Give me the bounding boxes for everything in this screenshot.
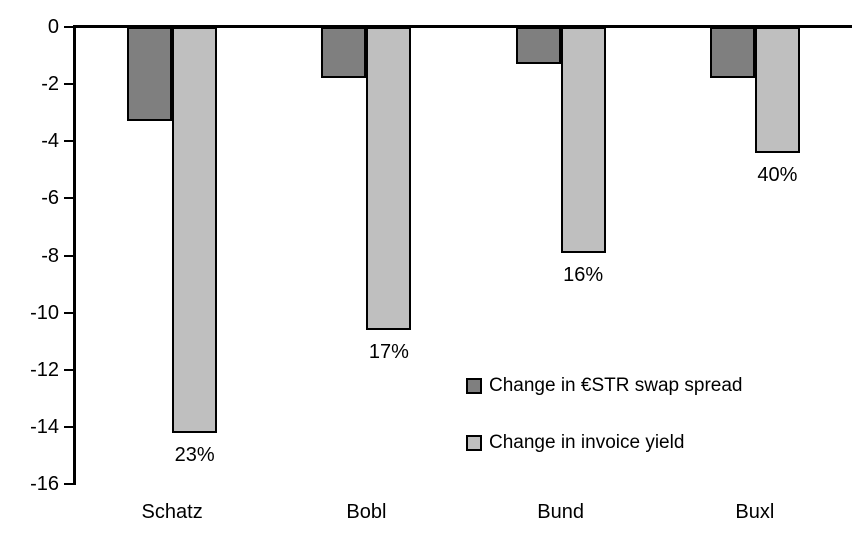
legend-swatch-swap-spread-icon [466,378,482,394]
y-axis-tick-mark [64,140,74,143]
y-axis-tick-mark [64,197,74,200]
y-axis-tick-label: -6 [41,187,59,210]
y-axis-tick-mark [64,26,74,28]
y-axis-tick-label: -8 [41,244,59,267]
bar-bund-series-1 [560,27,606,253]
y-axis-tick-label: -14 [30,415,59,438]
category-label-schatz: Schatz [141,501,203,523]
y-axis-tick-label: 0 [47,16,59,38]
y-axis-tick-label: -16 [30,473,59,495]
bar-buxl-series-1 [754,27,800,153]
bar-bobl-series-0 [321,27,367,79]
legend-label-swap-spread: Change in €STR swap spread [489,375,743,396]
x-axis-zero-line [73,25,852,28]
data-label-schatz: 23% [174,443,215,466]
y-axis-tick-mark [64,83,74,86]
y-axis-tick-label: -10 [30,301,59,324]
y-axis-tick-label: -2 [41,73,59,96]
y-axis-tick-mark [64,368,74,371]
category-label-bund: Bund [537,501,584,523]
legend-swatch-invoice-yield-icon [466,435,482,451]
category-label-buxl: Buxl [735,501,775,523]
legend-item-swap-spread: Change in €STR swap spread [466,375,742,397]
bar-bobl-series-1 [366,27,412,330]
data-label-bobl: 17% [368,340,409,363]
y-axis-tick-mark [64,311,74,314]
y-axis-tick-mark [64,483,74,485]
bar-schatz-series-0 [127,27,173,122]
bar-schatz-series-1 [172,27,218,433]
y-axis-tick-label: -12 [30,358,59,381]
legend-item-invoice-yield: Change in invoice yield [466,432,684,454]
data-label-bund: 16% [563,263,604,286]
y-axis-line [73,25,76,485]
y-axis-tick-mark [64,425,74,428]
y-axis-tick-mark [64,254,74,257]
data-label-buxl: 40% [757,163,798,186]
y-axis-tick-label: -4 [41,130,59,153]
category-label-bobl: Bobl [346,501,387,523]
bar-bund-series-0 [515,27,561,65]
legend-label-invoice-yield: Change in invoice yield [489,432,685,453]
bar-buxl-series-0 [709,27,755,79]
